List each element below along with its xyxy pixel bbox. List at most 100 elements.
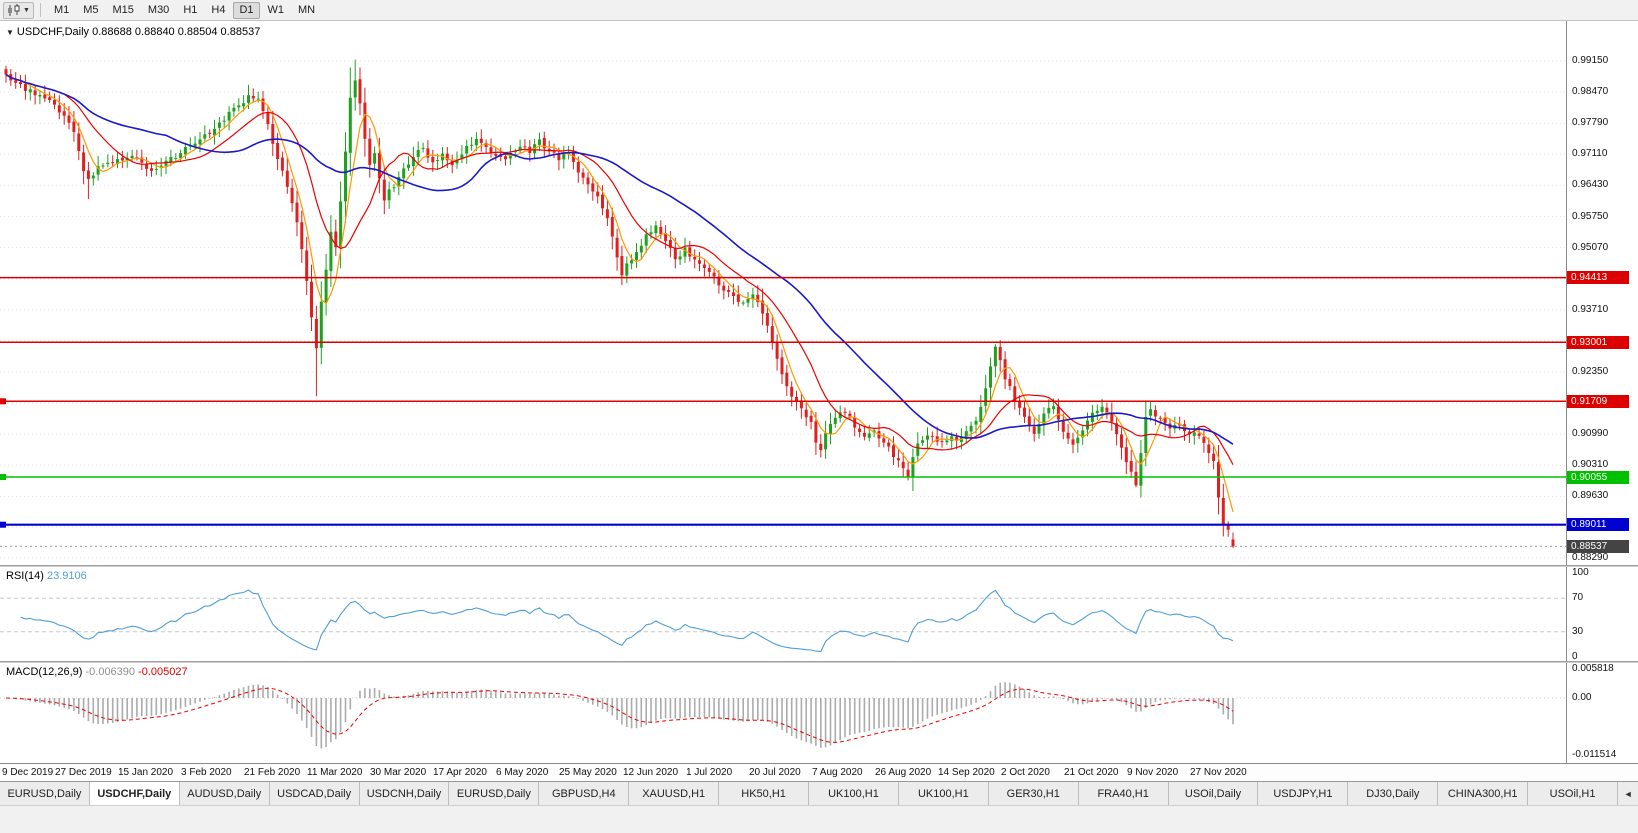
price-axis-label: 0.98470 [1572,86,1609,98]
chart-tab-gbpusd-h4[interactable]: GBPUSD,H4 [539,782,630,805]
date-axis-label: 3 Feb 2020 [181,767,232,778]
price-tag-0.94413: 0.94413 [1567,271,1629,285]
price-tag-0.90055: 0.90055 [1567,470,1629,484]
date-axis-label: 25 May 2020 [559,767,617,778]
timeframe-button-h1[interactable]: H1 [183,3,198,16]
chart-tab-usdjpy-h1[interactable]: USDJPY,H1 [1258,782,1349,805]
date-axis-label: 2 Oct 2020 [1001,767,1050,778]
timeframe-button-w1[interactable]: W1 [267,3,285,16]
chart-tab-usoil-h1[interactable]: USOil,H1 [1528,782,1619,805]
chart-tab-usoil-daily[interactable]: USOil,Daily [1168,782,1259,805]
timeframe-button-mn[interactable]: MN [298,3,316,16]
chart-tab-fra40-h1[interactable]: FRA40,H1 [1078,782,1169,805]
price-axis-label: 0.93710 [1572,303,1609,315]
rsi-name: RSI(14) [6,570,44,582]
price-tag-0.88537: 0.88537 [1567,539,1629,553]
rsi-label: RSI(14) 23.9106 [6,570,87,582]
macd-panel-chart[interactable] [0,663,1566,763]
price-tag-0.93001: 0.93001 [1567,335,1629,349]
macd-name: MACD(12,26,9) [6,666,83,678]
chart-tab-china300-h1[interactable]: CHINA300,H1 [1438,782,1529,805]
date-axis-label: 6 May 2020 [496,767,549,778]
date-axis-label: 30 Mar 2020 [370,767,427,778]
timeframe-button-m5[interactable]: M5 [83,3,99,16]
chart-tab-dj30-daily[interactable]: DJ30,Daily [1348,782,1439,805]
chart-tab-usdcnh-daily[interactable]: USDCNH,Daily [359,782,450,805]
ma-13-line [5,74,1234,465]
chart-marker-icon: ▼ [6,28,14,37]
rsi-axis-label: 100 [1572,567,1589,578]
chart-tab-usdchf-daily[interactable]: USDCHF,Daily [89,782,180,805]
date-axis-label: 9 Nov 2020 [1127,767,1179,778]
hline-handle[interactable] [0,474,6,480]
tab-scroll-left-icon[interactable]: ◄ [1618,782,1638,805]
toolbar-separator [39,3,41,17]
date-axis-label: 27 Nov 2020 [1190,767,1247,778]
timeframe-button-m30[interactable]: M30 [147,3,170,16]
candlestick-chart-icon [8,3,20,16]
status-bar [0,805,1638,833]
price-axis-label: 0.95750 [1572,210,1609,222]
chart-tab-bar: EURUSD,Daily USDCHF,Daily AUDUSD,Daily USDC… [0,781,1638,805]
macd-axis-label: -0.011514 [1572,749,1617,761]
chart-title-text: USDCHF,Daily 0.88688 0.88840 0.88504 0.8… [16,26,261,38]
chart-tab-uk100-h1[interactable]: UK100,H1 [809,782,899,805]
macd-axis-label: 0.005818 [1572,663,1614,674]
date-axis-label: 21 Feb 2020 [244,767,301,778]
chart-tab-uk100-h1[interactable]: UK100,H1 [898,782,989,805]
timeframe-button-group: M1 M5 M15 M30 H1 H4 D1 W1 MN [47,1,322,19]
panel-splitter[interactable] [0,565,1638,567]
timeframe-button-h4[interactable]: H4 [211,3,226,16]
rsi-line [20,589,1234,653]
price-axis-label: 0.97790 [1572,117,1609,129]
candlestick-series [4,59,1235,548]
ma-5-line [5,74,1234,513]
timeframe-button-d1[interactable]: D1 [233,1,260,19]
rsi-axis-label: 0 [1572,651,1578,662]
price-axis-label: 0.89630 [1572,490,1609,502]
date-axis-label: 17 Apr 2020 [433,767,487,778]
price-axis-label: 0.99150 [1572,55,1609,66]
date-axis-label: 14 Sep 2020 [938,767,995,778]
hline-handle[interactable] [0,398,6,405]
price-axis-label: 0.97110 [1572,148,1608,160]
date-axis-label: 15 Jan 2020 [118,767,174,778]
price-axis-label: 0.90310 [1572,459,1609,471]
macd-histogram-value: -0.006390 [85,666,136,678]
macd-histogram [10,682,1234,749]
chart-tab-eurusd-daily[interactable]: EURUSD,Daily [449,782,540,805]
macd-label: MACD(12,26,9) -0.006390 -0.005027 [6,666,188,678]
price-tag-0.91709: 0.91709 [1567,394,1629,408]
date-axis-label: 20 Jul 2020 [749,767,801,778]
chart-title: ▼ USDCHF,Daily 0.88688 0.88840 0.88504 0.… [6,26,260,38]
main-chart[interactable] [0,21,1566,565]
price-axis-label: 0.96430 [1572,179,1609,191]
price-axis[interactable]: 0.99150 0.98470 0.97790 0.97110 0.96430 0.957… [1566,21,1638,763]
macd-signal-line [5,687,1234,743]
price-axis-label: 0.90990 [1572,428,1609,440]
date-axis-label: 11 Mar 2020 [307,767,363,778]
time-axis[interactable]: 9 Dec 2019 27 Dec 2019 15 Jan 2020 3 Feb 20… [0,763,1638,781]
date-axis-label: 7 Aug 2020 [812,767,863,778]
date-axis-label: 26 Aug 2020 [875,767,932,778]
chart-tab-usdcad-daily[interactable]: USDCAD,Daily [269,782,360,805]
date-axis-label: 9 Dec 2019 [2,767,54,778]
price-tag-0.89011: 0.89011 [1567,518,1629,532]
price-axis-label: 0.88290 [1572,551,1609,563]
rsi-axis-label: 70 [1572,592,1584,604]
toolbar: ▼ M1 M5 M15 M30 H1 H4 D1 W1 MN [0,0,1638,21]
hline-handle[interactable] [0,521,6,528]
macd-signal-value: -0.005027 [138,666,188,678]
rsi-panel-chart[interactable] [0,567,1566,661]
chart-tab-eurusd-daily[interactable]: EURUSD,Daily [0,782,90,805]
date-axis-label: 1 Jul 2020 [686,767,733,778]
timeframe-button-m15[interactable]: M15 [112,3,134,16]
chart-type-button[interactable]: ▼ [3,1,34,19]
chart-tab-xauusd-h1[interactable]: XAUUSD,H1 [629,782,720,805]
chart-tab-audusd-daily[interactable]: AUDUSD,Daily [179,782,270,805]
timeframe-button-m1[interactable]: M1 [53,3,70,16]
chart-tab-ger30-h1[interactable]: GER30,H1 [988,782,1079,805]
chart-tab-hk50-h1[interactable]: HK50,H1 [719,782,810,805]
panel-splitter[interactable] [0,661,1638,663]
